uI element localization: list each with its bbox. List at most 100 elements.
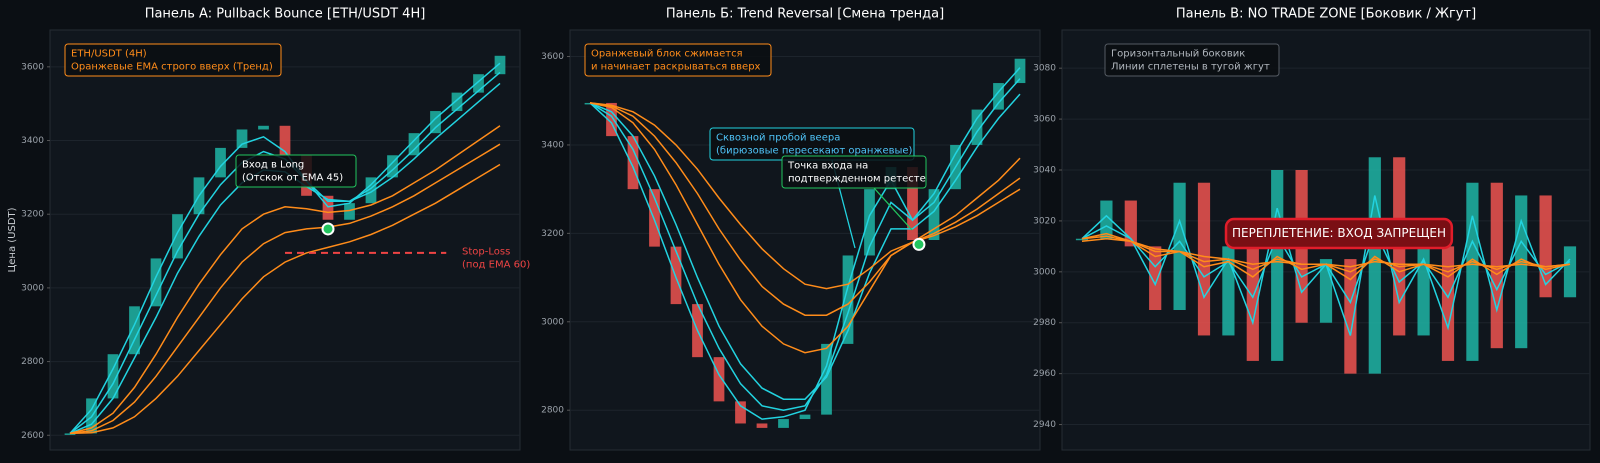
candle: [1563, 246, 1577, 298]
plot-area: [49, 29, 521, 451]
note-text: Горизонтальный боковик: [1111, 49, 1245, 60]
candle: [713, 357, 725, 402]
ema-line: [589, 78, 1021, 411]
note-text: Линии сплетены в тугой жгут: [1111, 62, 1270, 73]
y-tick-label: 2980: [1033, 318, 1056, 328]
candle: [606, 102, 617, 137]
candle: [670, 246, 682, 305]
entry-point: [321, 222, 335, 236]
note-text: (под EMA 60): [462, 260, 530, 271]
y-tick-label: 2600: [21, 431, 44, 441]
candle: [1466, 182, 1479, 361]
ema-line: [69, 125, 501, 435]
note-box: [584, 43, 772, 77]
candle: [1197, 182, 1211, 336]
note-text: подтвержденном ретесте: [788, 174, 926, 185]
candle: [756, 423, 768, 428]
candle: [172, 214, 183, 259]
candle: [1173, 182, 1186, 310]
note-arrow: [873, 187, 913, 231]
y-tick-label: 2940: [1033, 420, 1056, 430]
note-text: (бирюзовые пересекают оранжевые): [716, 146, 913, 157]
y-tick-label: 3000: [1033, 267, 1056, 277]
candle: [1490, 182, 1503, 349]
candle: [799, 414, 811, 420]
candle: [387, 155, 398, 178]
candle: [344, 203, 355, 220]
note-box: [1224, 217, 1454, 250]
entry-point: [912, 237, 926, 251]
candle: [430, 111, 441, 134]
note-text: Stop-Loss: [462, 247, 510, 258]
note-text: Точка входа на: [787, 161, 868, 172]
candle: [1368, 157, 1381, 374]
ema-line: [589, 93, 1021, 400]
ema-line: [589, 67, 1021, 420]
note-text: ПЕРЕПЛЕТЕНИЕ: ВХОД ЗАПРЕЩЕН: [1232, 226, 1446, 240]
candle: [322, 195, 334, 220]
note-box: [781, 155, 927, 189]
ema-line: [589, 102, 1021, 316]
candle: [150, 258, 162, 307]
ema-line: [589, 102, 1021, 354]
candle: [993, 83, 1004, 110]
candle: [365, 177, 377, 204]
candle: [1515, 195, 1528, 349]
y-tick-label: 3400: [21, 136, 44, 146]
y-tick-label: 2960: [1033, 369, 1056, 379]
ema-line: [69, 143, 501, 435]
ema-line: [69, 62, 501, 434]
candle: [215, 147, 226, 178]
y-tick-label: 3080: [1033, 64, 1056, 74]
candle: [1344, 259, 1357, 374]
candle: [864, 189, 875, 256]
y-tick-label: 3400: [541, 140, 564, 150]
candle: [473, 74, 484, 93]
candle: [494, 55, 506, 75]
candle: [1100, 200, 1113, 239]
plot-area: [569, 29, 1041, 451]
note-text: ETH/USDT (4H): [71, 49, 147, 60]
candle: [1075, 238, 1089, 241]
y-tick-label: 2800: [541, 406, 564, 416]
candle: [649, 189, 660, 247]
y-tick-label: 3060: [1033, 115, 1056, 125]
candle: [1014, 58, 1026, 84]
y-tick-label: 3000: [21, 283, 44, 293]
y-tick-label: 2800: [21, 357, 44, 367]
panel-title: Панель A: Pullback Bounce [ETH/USDT 4H]: [145, 7, 426, 22]
panel-title: Панель Б: Trend Reversal [Смена тренда]: [666, 7, 944, 22]
note-text: (Отскок от EMA 45): [242, 173, 343, 184]
candle: [408, 133, 420, 156]
note-text: и начинает раскрываться вверх: [591, 62, 761, 73]
note-text: Оранжевые EMA строго вверх (Тренд): [71, 62, 273, 73]
panel-title: Панель В: NO TRADE ZONE [Боковик / Жгут]: [1176, 7, 1476, 22]
y-tick-label: 3200: [541, 229, 564, 239]
note-box: [1104, 43, 1280, 77]
note-text: Вход в Long: [242, 160, 304, 171]
y-axis-label: Цена (USDT): [7, 207, 18, 272]
candle: [778, 419, 789, 428]
candle: [279, 125, 291, 156]
candle: [735, 401, 746, 424]
y-tick-label: 3040: [1033, 166, 1056, 176]
ema-line: [69, 163, 501, 435]
candle: [107, 354, 119, 399]
candle: [907, 167, 918, 240]
candle: [1441, 246, 1455, 361]
note-box: [64, 43, 282, 77]
candle: [627, 136, 639, 190]
candle: [1539, 195, 1552, 298]
note-text: Оранжевый блок сжимается: [591, 49, 743, 60]
y-tick-label: 3000: [541, 317, 564, 327]
candle: [928, 189, 940, 240]
ema-line: [589, 102, 1021, 290]
y-tick-label: 3200: [21, 210, 44, 220]
y-tick-label: 3600: [541, 52, 564, 62]
y-tick-label: 3600: [21, 62, 44, 72]
y-tick-label: 3020: [1033, 216, 1056, 226]
candle: [236, 129, 248, 148]
candle: [64, 433, 76, 435]
note-text: Сквозной пробой веера: [716, 133, 840, 144]
